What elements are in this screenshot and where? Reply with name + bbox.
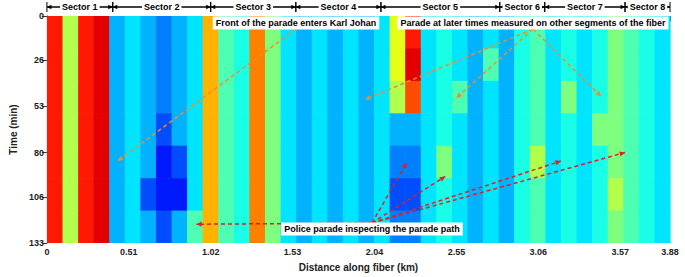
svg-text:106: 106 <box>29 192 44 202</box>
svg-text:53: 53 <box>34 101 44 111</box>
svg-text:3.57: 3.57 <box>611 247 629 257</box>
svg-text:Sector 5: Sector 5 <box>423 2 459 12</box>
svg-text:0: 0 <box>39 11 44 21</box>
svg-text:26: 26 <box>34 55 44 65</box>
svg-text:Distance along fiber (km): Distance along fiber (km) <box>299 262 418 273</box>
svg-text:Parade at later times measured: Parade at later times measured on other … <box>400 18 666 28</box>
svg-text:2.04: 2.04 <box>366 247 384 257</box>
svg-text:1.53: 1.53 <box>284 247 302 257</box>
svg-text:Sector 6: Sector 6 <box>504 2 540 12</box>
svg-text:0.51: 0.51 <box>120 247 138 257</box>
svg-text:Sector 2: Sector 2 <box>144 2 180 12</box>
svg-text:0: 0 <box>44 247 49 257</box>
svg-text:Sector 4: Sector 4 <box>321 2 357 12</box>
svg-text:Sector 1: Sector 1 <box>62 2 98 12</box>
svg-text:3.88: 3.88 <box>661 247 679 257</box>
svg-text:Police parade inspecting the p: Police parade inspecting the parade path <box>284 224 460 234</box>
svg-text:Time (min): Time (min) <box>8 104 19 154</box>
svg-text:Sector 7: Sector 7 <box>567 2 603 12</box>
svg-text:3.06: 3.06 <box>530 247 548 257</box>
svg-text:80: 80 <box>34 148 44 158</box>
svg-text:2.55: 2.55 <box>448 247 466 257</box>
svg-text:1.02: 1.02 <box>202 247 220 257</box>
svg-text:133: 133 <box>29 238 44 248</box>
svg-text:Sector 3: Sector 3 <box>236 2 272 12</box>
svg-text:Sector 8: Sector 8 <box>630 2 666 12</box>
svg-text:Front of the parade enters Kar: Front of the parade enters Karl Johan <box>216 18 377 28</box>
